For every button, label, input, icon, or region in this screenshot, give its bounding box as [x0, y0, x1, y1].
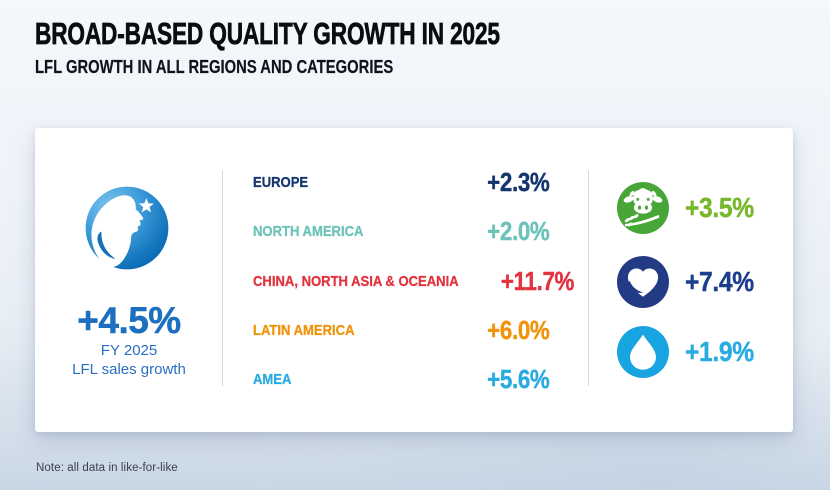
region-row-china-north-asia-oceania: CHINA, NORTH ASIA & OCEANIA +11.7% [253, 265, 575, 296]
region-value: +5.6% [486, 363, 550, 394]
region-label: LATIN AMERICA [253, 321, 355, 339]
region-label: EUROPE [253, 173, 309, 191]
region-label: NORTH AMERICA [253, 222, 364, 240]
region-row-north-america: NORTH AMERICA +2.0% [253, 215, 550, 246]
category-value: +7.4% [685, 266, 755, 297]
region-value: +2.0% [486, 215, 550, 246]
footnote: Note: all data in like-for-like [36, 462, 178, 474]
region-value: +2.3% [486, 166, 550, 197]
divider-right [588, 170, 589, 386]
summary-card: +4.5% FY 2025 LFL sales growth EUROPE +2… [35, 128, 793, 432]
overall-growth-label-line1: FY 2025 [100, 342, 158, 359]
water-drop-icon [617, 326, 669, 378]
heart-in-hand-icon [617, 256, 669, 308]
page-subtitle: LFL GROWTH IN ALL REGIONS AND CATEGORIES [35, 56, 394, 77]
region-row-amea: AMEA +5.6% [253, 363, 550, 394]
category-value: +3.5% [685, 192, 755, 223]
category-row-specialized-nutrition: +7.4% [617, 256, 763, 308]
overall-growth-label-line2: LFL sales growth [72, 361, 186, 378]
region-value: +11.7% [501, 265, 575, 296]
region-row-latin-america: LATIN AMERICA +6.0% [253, 314, 550, 345]
region-row-europe: EUROPE +2.3% [253, 166, 550, 197]
overall-growth-value: +4.5% [77, 300, 181, 341]
category-value: +1.9% [685, 336, 755, 367]
dairy-cow-and-plant-icon [617, 182, 669, 234]
region-value: +6.0% [486, 314, 550, 345]
danone-child-star-logo-icon [83, 184, 171, 272]
region-label: AMEA [253, 370, 292, 388]
overall-growth-label: FY 2025 LFL sales growth [35, 341, 223, 379]
category-row-dairy-plant: +3.5% [617, 182, 763, 234]
page-title: BROAD-BASED QUALITY GROWTH IN 2025 [35, 16, 501, 52]
category-row-waters: +1.9% [617, 326, 763, 378]
divider-left [222, 170, 223, 386]
region-label: CHINA, NORTH ASIA & OCEANIA [253, 272, 459, 290]
